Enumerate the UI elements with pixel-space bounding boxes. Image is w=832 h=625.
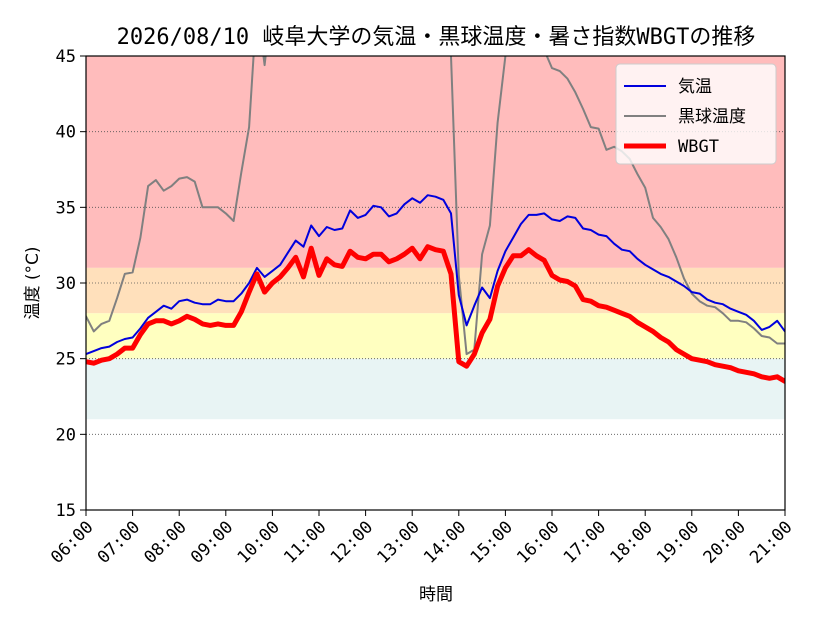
y-axis-ticks: 15 20 25 30 35 40 45 xyxy=(56,47,86,521)
x-tick-label: 10:00 xyxy=(234,517,284,567)
legend-label-0: 気温 xyxy=(678,77,712,97)
x-tick-label: 11:00 xyxy=(280,517,330,567)
series-lines xyxy=(86,56,785,384)
x-tick-label: 12:00 xyxy=(327,517,377,567)
x-tick-label: 08:00 xyxy=(140,517,190,567)
series-line-1 xyxy=(86,56,785,356)
x-tick-label: 19:00 xyxy=(653,517,703,567)
y-axis-label: 温度 (°C) xyxy=(23,246,43,319)
x-tick-label: 09:00 xyxy=(187,517,237,567)
band-1 xyxy=(86,267,785,314)
band-3 xyxy=(86,358,785,420)
y-tick-label: 20 xyxy=(56,425,76,445)
x-tick-label: 14:00 xyxy=(420,517,470,567)
chart-title: 2026/08/10 岐阜大学の気温・黒球温度・暑さ指数WBGTの推移 xyxy=(117,25,756,50)
series-line-2 xyxy=(86,244,785,384)
x-tick-label: 07:00 xyxy=(94,517,144,567)
y-tick-label: 35 xyxy=(56,198,76,218)
y-tick-label: 25 xyxy=(56,350,76,370)
y-tick-label: 30 xyxy=(56,274,76,294)
x-tick-label: 06:00 xyxy=(47,517,97,567)
x-axis-label: 時間 xyxy=(419,585,453,605)
x-tick-label: 21:00 xyxy=(746,517,796,567)
x-tick-label: 13:00 xyxy=(373,517,423,567)
x-tick-label: 20:00 xyxy=(700,517,750,567)
y-tick-label: 15 xyxy=(56,501,76,521)
x-tick-label: 18:00 xyxy=(606,517,656,567)
legend-label-2: WBGT xyxy=(678,137,719,157)
y-tick-label: 40 xyxy=(56,123,76,143)
y-tick-label: 45 xyxy=(56,47,76,67)
x-tick-label: 17:00 xyxy=(560,517,610,567)
series-line-0 xyxy=(86,194,785,356)
x-tick-label: 15:00 xyxy=(467,517,517,567)
band-2 xyxy=(86,313,785,359)
x-axis-ticks: 06:0007:0008:0009:0010:0011:0012:0013:00… xyxy=(47,510,797,568)
legend-box xyxy=(615,63,777,165)
x-tick-label: 16:00 xyxy=(513,517,563,567)
legend-label-1: 黒球温度 xyxy=(678,107,746,127)
